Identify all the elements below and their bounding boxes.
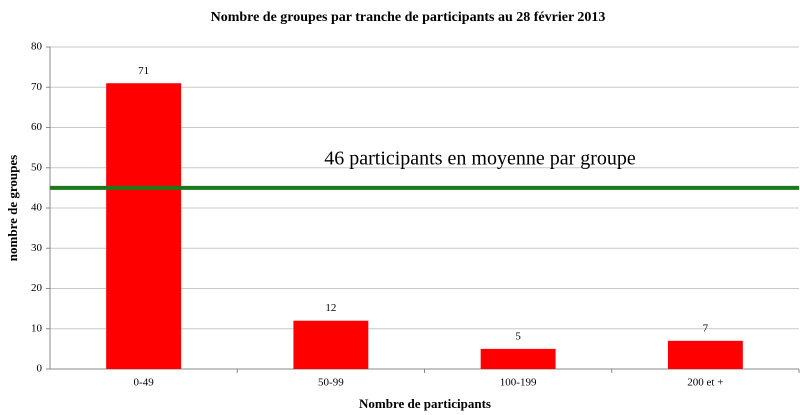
x-tick-label: 50-99 <box>318 377 344 389</box>
data-label: 7 <box>703 322 709 334</box>
y-tick-label: 50 <box>31 161 43 173</box>
x-axis-label: Nombre de participants <box>359 396 491 411</box>
data-label: 5 <box>515 330 521 342</box>
x-tick-label: 100-199 <box>500 377 537 389</box>
bar <box>480 348 556 369</box>
bar <box>106 83 182 369</box>
y-tick-label: 40 <box>31 202 43 214</box>
y-axis-label: nombre de groupes <box>5 155 20 261</box>
y-tick-label: 30 <box>31 242 43 254</box>
y-tick-label: 10 <box>31 322 43 334</box>
y-tick-label: 60 <box>31 121 43 133</box>
y-tick-label: 20 <box>31 282 43 294</box>
data-label: 12 <box>325 302 336 314</box>
annotation: 46 participants en moyenne par groupe <box>324 147 636 169</box>
data-label: 71 <box>138 65 149 77</box>
x-tick-label: 0-49 <box>134 377 155 389</box>
y-tick-label: 0 <box>37 363 43 375</box>
bar <box>293 320 369 369</box>
chart-title: Nombre de groupes par tranche de partici… <box>211 10 606 25</box>
x-tick-label: 200 et + <box>687 377 723 389</box>
bar <box>667 340 743 369</box>
y-tick-label: 70 <box>31 81 43 93</box>
y-tick-label: 80 <box>31 41 43 53</box>
